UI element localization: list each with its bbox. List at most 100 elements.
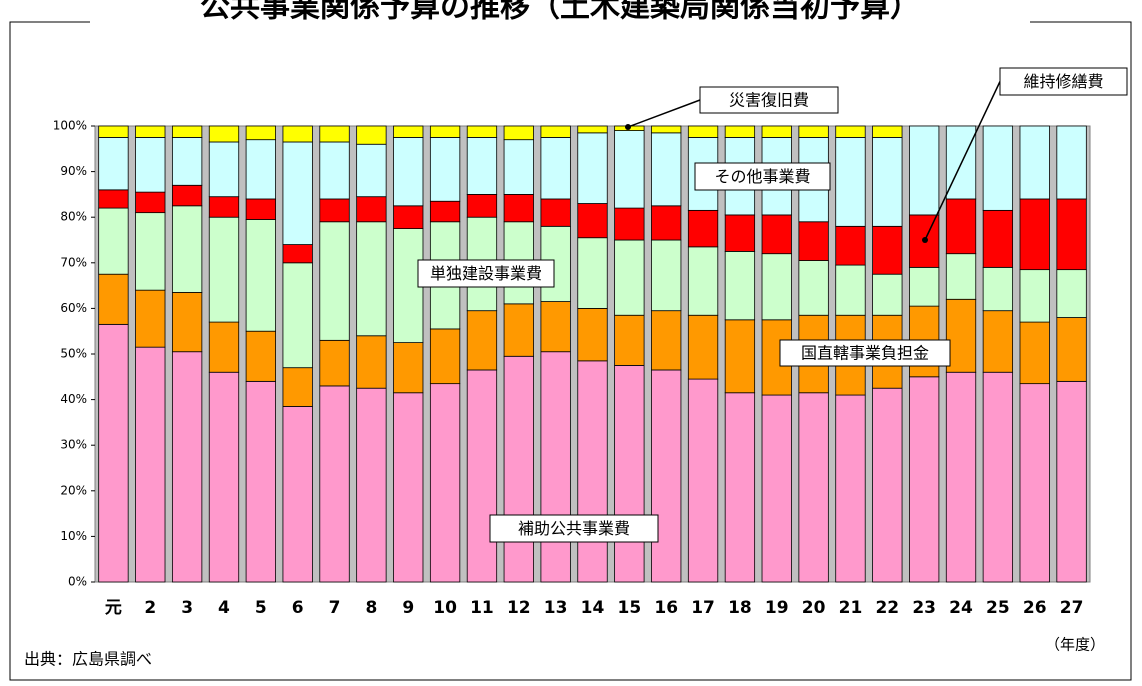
bar-segment: [1019, 383, 1050, 583]
bar-segment: [245, 380, 276, 583]
bar-segment: [282, 406, 313, 583]
annotation-box: [779, 339, 951, 367]
bar-segment: [982, 125, 1014, 211]
bar-segment: [1056, 269, 1087, 318]
bar-segment: [945, 253, 977, 300]
bar-segment: [687, 246, 719, 316]
bar-segment: [577, 360, 608, 583]
x-tick-label: 17: [691, 598, 715, 618]
bar-segment: [356, 143, 387, 198]
leader-line: [627, 99, 701, 128]
legend-label: 単独建設事業費: [430, 264, 542, 283]
bar-segment: [98, 125, 129, 138]
x-tick-label: 10: [433, 598, 457, 618]
bar-segment: [540, 198, 571, 227]
bar-segment: [98, 273, 129, 325]
legend-label: 維持修繕費: [1023, 72, 1103, 91]
x-tick-label: 18: [728, 598, 752, 618]
bar-segment: [466, 310, 498, 371]
bar-segment: [614, 130, 645, 209]
x-tick-label: 3: [181, 598, 193, 618]
bar-segment: [1056, 380, 1087, 583]
bar-segment: [687, 378, 719, 583]
bar-segment: [429, 125, 461, 138]
bar-segment: [835, 136, 866, 227]
bar-segment: [872, 125, 903, 138]
x-tick-label: 4: [218, 598, 230, 618]
bar-segment: [245, 198, 276, 220]
legend-label: 補助公共事業費: [518, 519, 630, 538]
bar-segment: [945, 298, 977, 373]
bar-segment: [872, 136, 903, 227]
bar-segment: [429, 200, 461, 223]
bar-segment: [245, 219, 276, 332]
bar-segment: [208, 216, 240, 323]
bar-segment: [466, 193, 498, 218]
bar-segment: [503, 355, 534, 583]
bar-segment: [945, 198, 977, 255]
y-tick-label: 20%: [60, 483, 87, 497]
bar-segment: [282, 262, 313, 369]
bar-segment: [761, 214, 792, 255]
y-tick-label: 50%: [60, 347, 87, 361]
bar-segment: [1056, 198, 1087, 271]
chart-title: 公共事業関係予算の推移（土木建築局関係当初予算）: [200, 0, 920, 25]
bar-segment: [540, 136, 571, 200]
y-tick-label: 80%: [60, 210, 87, 224]
bar-segment: [208, 371, 240, 583]
bar-segment: [1056, 317, 1087, 382]
bar-segment: [503, 303, 534, 357]
bar-segment: [319, 198, 350, 223]
bar-segment: [872, 225, 903, 275]
bar-segment: [319, 125, 350, 143]
bar-segment: [687, 314, 719, 380]
bar-segment: [724, 392, 756, 583]
bar-segment: [135, 136, 166, 193]
bar-segment: [651, 369, 682, 583]
bar-segment: [466, 369, 498, 583]
bar-segment: [135, 346, 166, 583]
bar-segment: [282, 367, 313, 407]
bar-segment: [393, 136, 424, 207]
bar-segment: [393, 205, 424, 230]
bar-segment: [651, 310, 682, 371]
bar-segment: [577, 307, 608, 362]
x-tick-label: 11: [470, 598, 494, 618]
bar-segment: [577, 237, 608, 309]
bar-segment: [466, 125, 498, 138]
bar-segment: [909, 376, 940, 583]
bar-segment: [909, 125, 940, 216]
bar-segment: [872, 273, 903, 316]
bar-segment: [872, 387, 903, 583]
bar-segment: [798, 392, 829, 583]
bar-segment: [577, 203, 608, 239]
x-tick-label: 22: [875, 598, 899, 618]
x-tick-label: 20: [802, 598, 826, 618]
title-clip: 公共事業関係予算の推移（土木建築局関係当初予算）: [90, 0, 1030, 34]
y-tick-label: 10%: [60, 529, 87, 543]
bar-segment: [429, 383, 461, 583]
bar-segment: [429, 136, 461, 202]
bar-segment: [835, 264, 866, 316]
legend-label: 災害復旧費: [729, 91, 809, 110]
bar-segment: [356, 125, 387, 145]
bar-segment: [982, 209, 1014, 268]
bar-segment: [171, 351, 203, 583]
bar-segment: [982, 371, 1014, 583]
bar-segment: [1019, 125, 1050, 200]
x-tick-label: 27: [1060, 598, 1084, 618]
x-tick-label: 15: [618, 598, 642, 618]
bar-segment: [651, 239, 682, 312]
bar-segment: [982, 310, 1014, 373]
x-tick-label: 21: [839, 598, 863, 618]
bar-segment: [835, 394, 866, 583]
bar-segment: [1019, 269, 1050, 323]
bar-segment: [761, 253, 792, 321]
annotation-box: [694, 162, 831, 191]
bar-segment: [909, 266, 940, 307]
bar-segment: [282, 125, 313, 143]
bar-segment: [319, 339, 350, 387]
bar-segment: [208, 321, 240, 373]
bar-segment: [171, 292, 203, 353]
bar-segment: [798, 221, 829, 261]
